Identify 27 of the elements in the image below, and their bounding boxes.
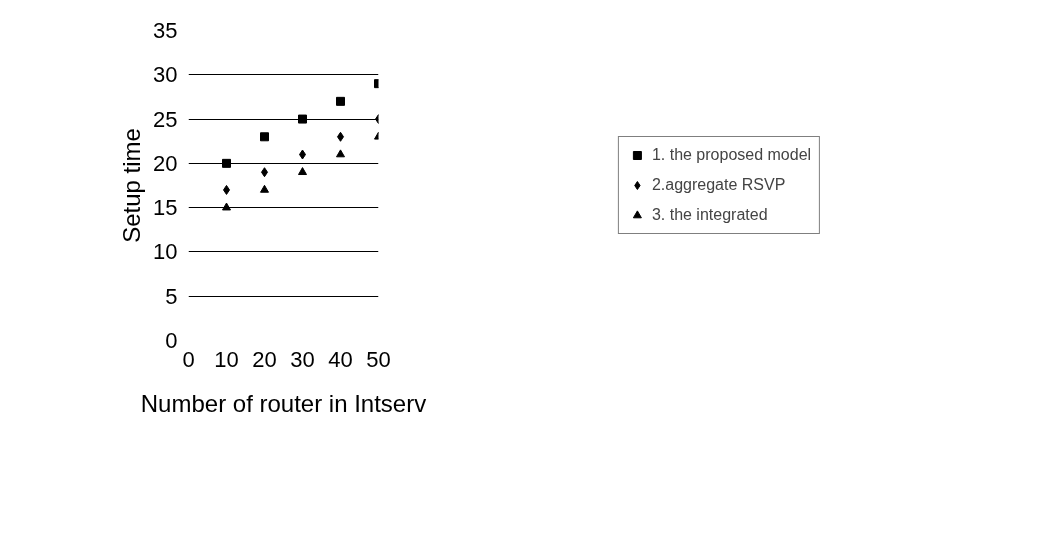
point: [336, 96, 345, 106]
x-tick-label: 40: [328, 346, 353, 372]
point: [222, 158, 231, 168]
legend-label: 3. the integrated: [651, 206, 768, 224]
x-tick-label: 50: [366, 346, 391, 372]
y-tick-label: 20: [153, 150, 178, 176]
point: [260, 132, 269, 142]
y-tick-label: 5: [165, 283, 178, 309]
y-axis-title: Setup time: [118, 128, 146, 243]
legend-label: 1. the proposed model: [651, 146, 812, 164]
x-tick-label: 30: [290, 346, 315, 372]
point: [336, 149, 345, 158]
point: [298, 114, 307, 124]
point: [222, 202, 231, 211]
point: [298, 167, 307, 176]
y-tick-label: 25: [153, 106, 178, 132]
y-tick-label: 15: [153, 195, 178, 221]
point: [260, 184, 269, 193]
y-tick-label: 35: [153, 18, 178, 43]
y-tick-label: 10: [153, 239, 178, 265]
legend-label: 2.aggregate RSVP: [651, 176, 786, 194]
x-axis-title: Number of router in Intserv: [140, 389, 427, 417]
y-tick-label: 0: [165, 328, 178, 353]
x-tick-label: 20: [252, 346, 277, 372]
x-tick-label: 0: [182, 346, 195, 372]
x-tick-label: 10: [214, 346, 239, 372]
y-tick-label: 30: [153, 62, 178, 88]
